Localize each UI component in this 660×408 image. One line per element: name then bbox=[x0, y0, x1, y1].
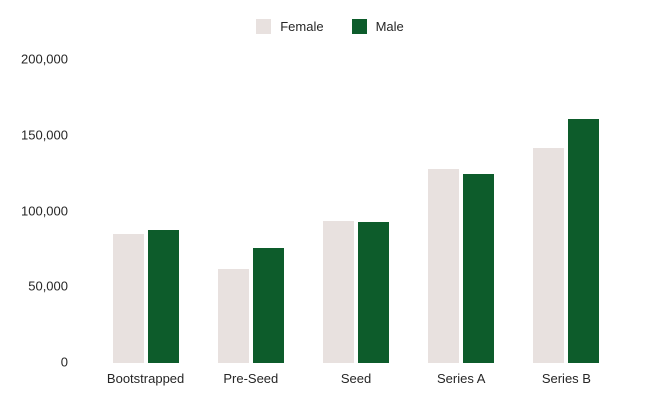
bar-female-bootstrapped bbox=[112, 234, 144, 363]
bar-female-series-b bbox=[533, 148, 565, 363]
x-tick-label-seed: Seed bbox=[340, 371, 372, 386]
bar-female-pre-seed bbox=[217, 269, 249, 363]
x-tick-label-bootstrapped: Bootstrapped bbox=[106, 371, 185, 386]
y-tick-label: 50,000 bbox=[28, 278, 68, 294]
x-tick-label-pre-seed: Pre-Seed bbox=[223, 371, 279, 386]
legend-swatch-female-icon bbox=[256, 19, 272, 34]
bar-male-pre-seed bbox=[252, 248, 284, 363]
plot-area bbox=[93, 53, 619, 363]
bar-group-seed bbox=[303, 53, 408, 363]
bar-female-seed bbox=[323, 221, 354, 363]
bar-group-bootstrapped bbox=[93, 53, 198, 363]
legend-item-female: Female bbox=[256, 19, 324, 34]
bar-male-series-a bbox=[463, 174, 495, 363]
legend-swatch-male-icon bbox=[351, 19, 367, 34]
bar-group-pre-seed bbox=[198, 53, 303, 363]
x-tick-label-series-b: Series B bbox=[541, 371, 591, 386]
x-tick-label-series-a: Series A bbox=[436, 371, 486, 386]
legend-label: Male bbox=[375, 19, 404, 34]
bar-male-bootstrapped bbox=[147, 230, 179, 363]
legend-item-male: Male bbox=[351, 19, 404, 34]
y-tick-label: 200,000 bbox=[21, 51, 68, 67]
y-tick-label: 100,000 bbox=[21, 203, 68, 218]
legend: Female Male bbox=[0, 19, 660, 34]
y-tick-label: 150,000 bbox=[21, 127, 68, 143]
legend-label: Female bbox=[280, 19, 324, 34]
bar-male-seed bbox=[358, 222, 389, 363]
bar-male-series-b bbox=[568, 119, 600, 363]
bar-group-series-a bbox=[409, 53, 514, 363]
bar-female-series-a bbox=[428, 169, 460, 363]
y-tick-label: 0 bbox=[60, 354, 68, 370]
bar-group-series-b bbox=[514, 53, 619, 363]
